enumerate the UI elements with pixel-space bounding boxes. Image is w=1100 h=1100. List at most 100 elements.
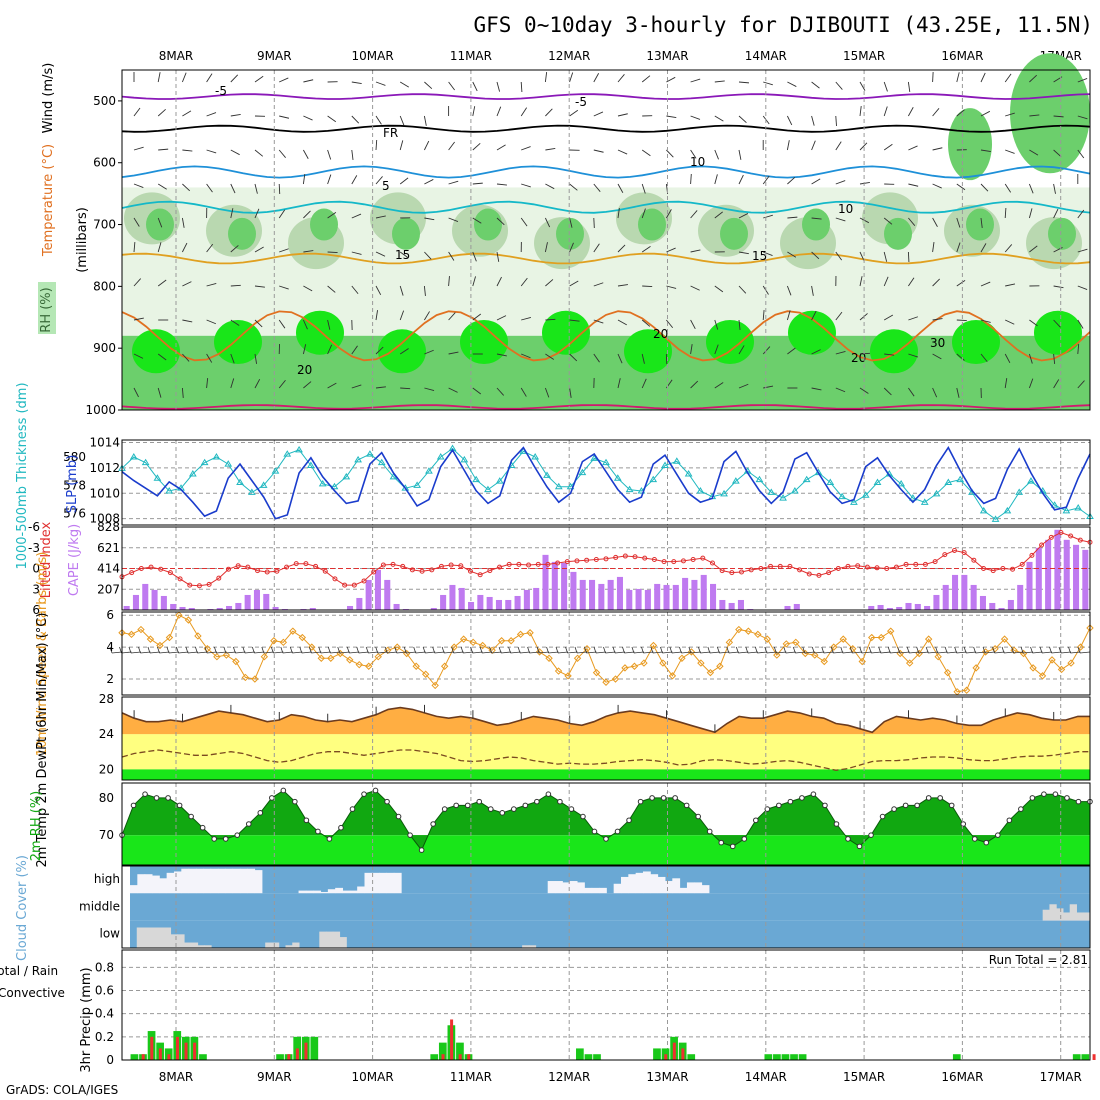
lifted-index-point xyxy=(816,572,822,578)
cape-bar xyxy=(886,607,893,610)
wind-barb xyxy=(714,344,719,355)
pressure-axis-label: (millibars) xyxy=(75,207,90,273)
cape-bar xyxy=(374,569,381,610)
wind-barb-flag xyxy=(138,646,141,654)
x-axis-bottom: 8MAR 9MAR 10MAR 11MAR 12MAR 13MAR 14MAR 15MAR 16… xyxy=(159,1070,1082,1084)
wind-barb-flag xyxy=(982,646,986,654)
wind-tick: 2 xyxy=(106,672,114,686)
wind-barb-flag xyxy=(830,646,834,654)
temp-tick: 28 xyxy=(99,692,114,706)
rh-blob-saturated xyxy=(788,310,836,355)
rh-blob-saturated xyxy=(624,329,672,374)
wind-speed-point xyxy=(374,652,382,661)
wind-speed-point xyxy=(393,643,401,651)
wind-barb xyxy=(399,285,404,296)
wind-barb xyxy=(714,319,719,330)
wind-speed-point xyxy=(507,637,515,645)
rh2m-point xyxy=(245,821,252,827)
thickness-point xyxy=(861,491,870,498)
wind-barb xyxy=(1077,248,1088,253)
thickness-point xyxy=(1027,477,1035,484)
rh2m-point xyxy=(487,806,494,812)
wind-barb xyxy=(690,285,700,291)
cape-bar xyxy=(365,579,372,610)
thickness-point xyxy=(153,474,162,481)
thickness-point xyxy=(767,488,776,495)
wind-barb xyxy=(327,344,333,355)
dewpoint-fill xyxy=(122,734,1090,770)
cloud-cell-low xyxy=(265,942,273,948)
wind-barb xyxy=(1005,283,1016,287)
wind-barb xyxy=(593,243,600,253)
wind-barb xyxy=(1077,343,1080,355)
wind-barb xyxy=(302,319,308,330)
precip-total-bar xyxy=(781,1054,790,1060)
cape-bar xyxy=(561,562,568,610)
wind-barb-flag xyxy=(119,646,122,654)
lifted-index-point xyxy=(1068,533,1074,539)
wind-barb xyxy=(835,311,843,321)
thickness-tick: 580 xyxy=(63,450,86,464)
wind-speed-point xyxy=(640,659,648,667)
wind-barb xyxy=(641,319,651,327)
lifted-index-point xyxy=(661,559,667,565)
wind-barb xyxy=(279,115,290,119)
wind-barb xyxy=(544,242,548,253)
wind-speed-point xyxy=(289,627,297,635)
cloud-cell-high xyxy=(379,872,387,894)
wind-speed-point xyxy=(545,654,553,662)
precip-conv-bar xyxy=(295,1048,299,1060)
cape-bar xyxy=(952,574,959,610)
contour-label: 5 xyxy=(382,179,390,193)
cape-bar xyxy=(635,588,642,610)
wind-barb xyxy=(907,251,910,263)
wind-barb-flag xyxy=(1077,646,1081,654)
wind-barb-flag xyxy=(470,646,474,654)
lifted-index-point xyxy=(709,560,715,566)
wind-barb xyxy=(320,651,331,654)
wind-barb xyxy=(303,79,314,83)
wind-barb xyxy=(666,115,677,119)
wind-barb xyxy=(641,183,646,194)
cape-bar xyxy=(1017,584,1024,610)
rh2m-point xyxy=(776,802,782,809)
temp2m-axis-label: 2m Temp 2m DewPt (6hr Min/Max) (°C) xyxy=(35,613,50,868)
wind-barb xyxy=(400,387,411,390)
precip-conv-bar xyxy=(664,1054,668,1060)
rh2m-point xyxy=(234,832,241,838)
wind-barb xyxy=(303,210,311,219)
cape-bar xyxy=(533,587,540,610)
wind-barb xyxy=(375,176,383,185)
pressure-tick: 700 xyxy=(93,218,116,232)
temp-contour-minus5 xyxy=(121,93,1091,100)
thickness-point xyxy=(377,458,386,466)
cloud-cell-high xyxy=(203,868,212,894)
cloud-cover-panel: high middle low Cloud Cover (%) xyxy=(15,855,1091,961)
wind-barb xyxy=(399,81,410,88)
lifted-index-point xyxy=(477,572,483,578)
wind-speed-point xyxy=(222,651,231,659)
cape-bar xyxy=(654,583,661,610)
wind-barb-flag xyxy=(223,646,227,654)
wind-barb xyxy=(1077,209,1085,219)
rh2m-point xyxy=(683,802,690,809)
wind-barb xyxy=(140,651,151,654)
wind-barb xyxy=(835,251,843,261)
wind-barb xyxy=(569,353,578,362)
lifted-index-point xyxy=(1000,566,1006,571)
slp-axis-label: SLP (mb) xyxy=(65,455,80,514)
rh2m-point xyxy=(637,798,644,805)
wind-barb-flag xyxy=(574,646,578,654)
cloud-cell-high xyxy=(371,872,380,894)
cape-bar xyxy=(598,583,605,610)
cape-bar xyxy=(495,599,502,610)
upper-air-panel: -5 -5 FR 5 10 15 15 20 20 20 10 30 500 600 700 800 900 10… xyxy=(38,53,1091,417)
wind-speed-point xyxy=(232,657,240,666)
wind-barb xyxy=(956,651,967,654)
wind-barb xyxy=(182,149,193,152)
precip-conv-bar xyxy=(672,1042,676,1060)
thickness-point xyxy=(188,470,197,477)
wind-barb xyxy=(278,149,286,158)
precip-total-bar xyxy=(430,1054,439,1060)
